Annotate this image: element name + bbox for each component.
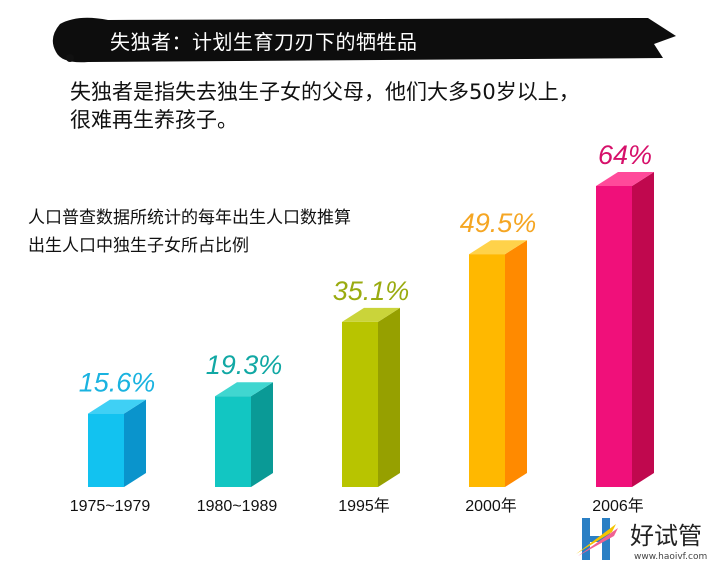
bar-top bbox=[215, 382, 273, 397]
bar-side bbox=[632, 172, 654, 487]
bar-top bbox=[596, 172, 654, 186]
data-label: 64% bbox=[598, 140, 652, 170]
category-label: 1975~1979 bbox=[70, 498, 151, 515]
watermark-url: www.haoivf.com bbox=[634, 552, 708, 562]
bar bbox=[596, 186, 632, 487]
data-label: 35.1% bbox=[333, 276, 410, 306]
bar-side bbox=[251, 382, 273, 487]
data-label: 15.6% bbox=[79, 368, 156, 398]
category-label: 2000年 bbox=[465, 497, 517, 515]
watermark-logo-icon bbox=[576, 518, 618, 560]
chart-caption: 人口普查数据所统计的每年出生人口数推算 出生人口中独生子女所占比例 bbox=[28, 204, 351, 260]
header-title: 失独者：计划生育刀刃下的牺牲品 bbox=[110, 30, 418, 54]
bar bbox=[215, 396, 251, 487]
category-label: 1995年 bbox=[338, 497, 390, 515]
intro-line-2: 很难再生养孩子。 bbox=[70, 108, 238, 132]
category-label: 2006年 bbox=[592, 497, 644, 515]
bar-side bbox=[505, 240, 527, 487]
ink-brush-banner bbox=[52, 17, 677, 63]
intro-text: 失独者是指失去独生子女的父母，他们大多50岁以上， 很难再生养孩子。 bbox=[70, 78, 580, 134]
bar-top bbox=[88, 399, 146, 414]
chart-title: 人口普查数据所统计的每年出生人口数推算 bbox=[28, 208, 351, 228]
watermark-text: 好试管 bbox=[630, 522, 702, 550]
bar-side bbox=[124, 399, 146, 487]
bar bbox=[469, 254, 505, 487]
category-label: 1980~1989 bbox=[197, 498, 278, 515]
bar-top bbox=[342, 307, 400, 322]
bar-side bbox=[378, 307, 400, 487]
bar-top bbox=[469, 240, 527, 255]
data-label: 49.5% bbox=[460, 208, 537, 238]
bar bbox=[88, 413, 124, 487]
chart-subtitle: 出生人口中独生子女所占比例 bbox=[28, 236, 249, 256]
bar bbox=[342, 321, 378, 487]
intro-line-1: 失独者是指失去独生子女的父母，他们大多50岁以上， bbox=[70, 80, 580, 104]
data-label: 19.3% bbox=[206, 350, 283, 380]
